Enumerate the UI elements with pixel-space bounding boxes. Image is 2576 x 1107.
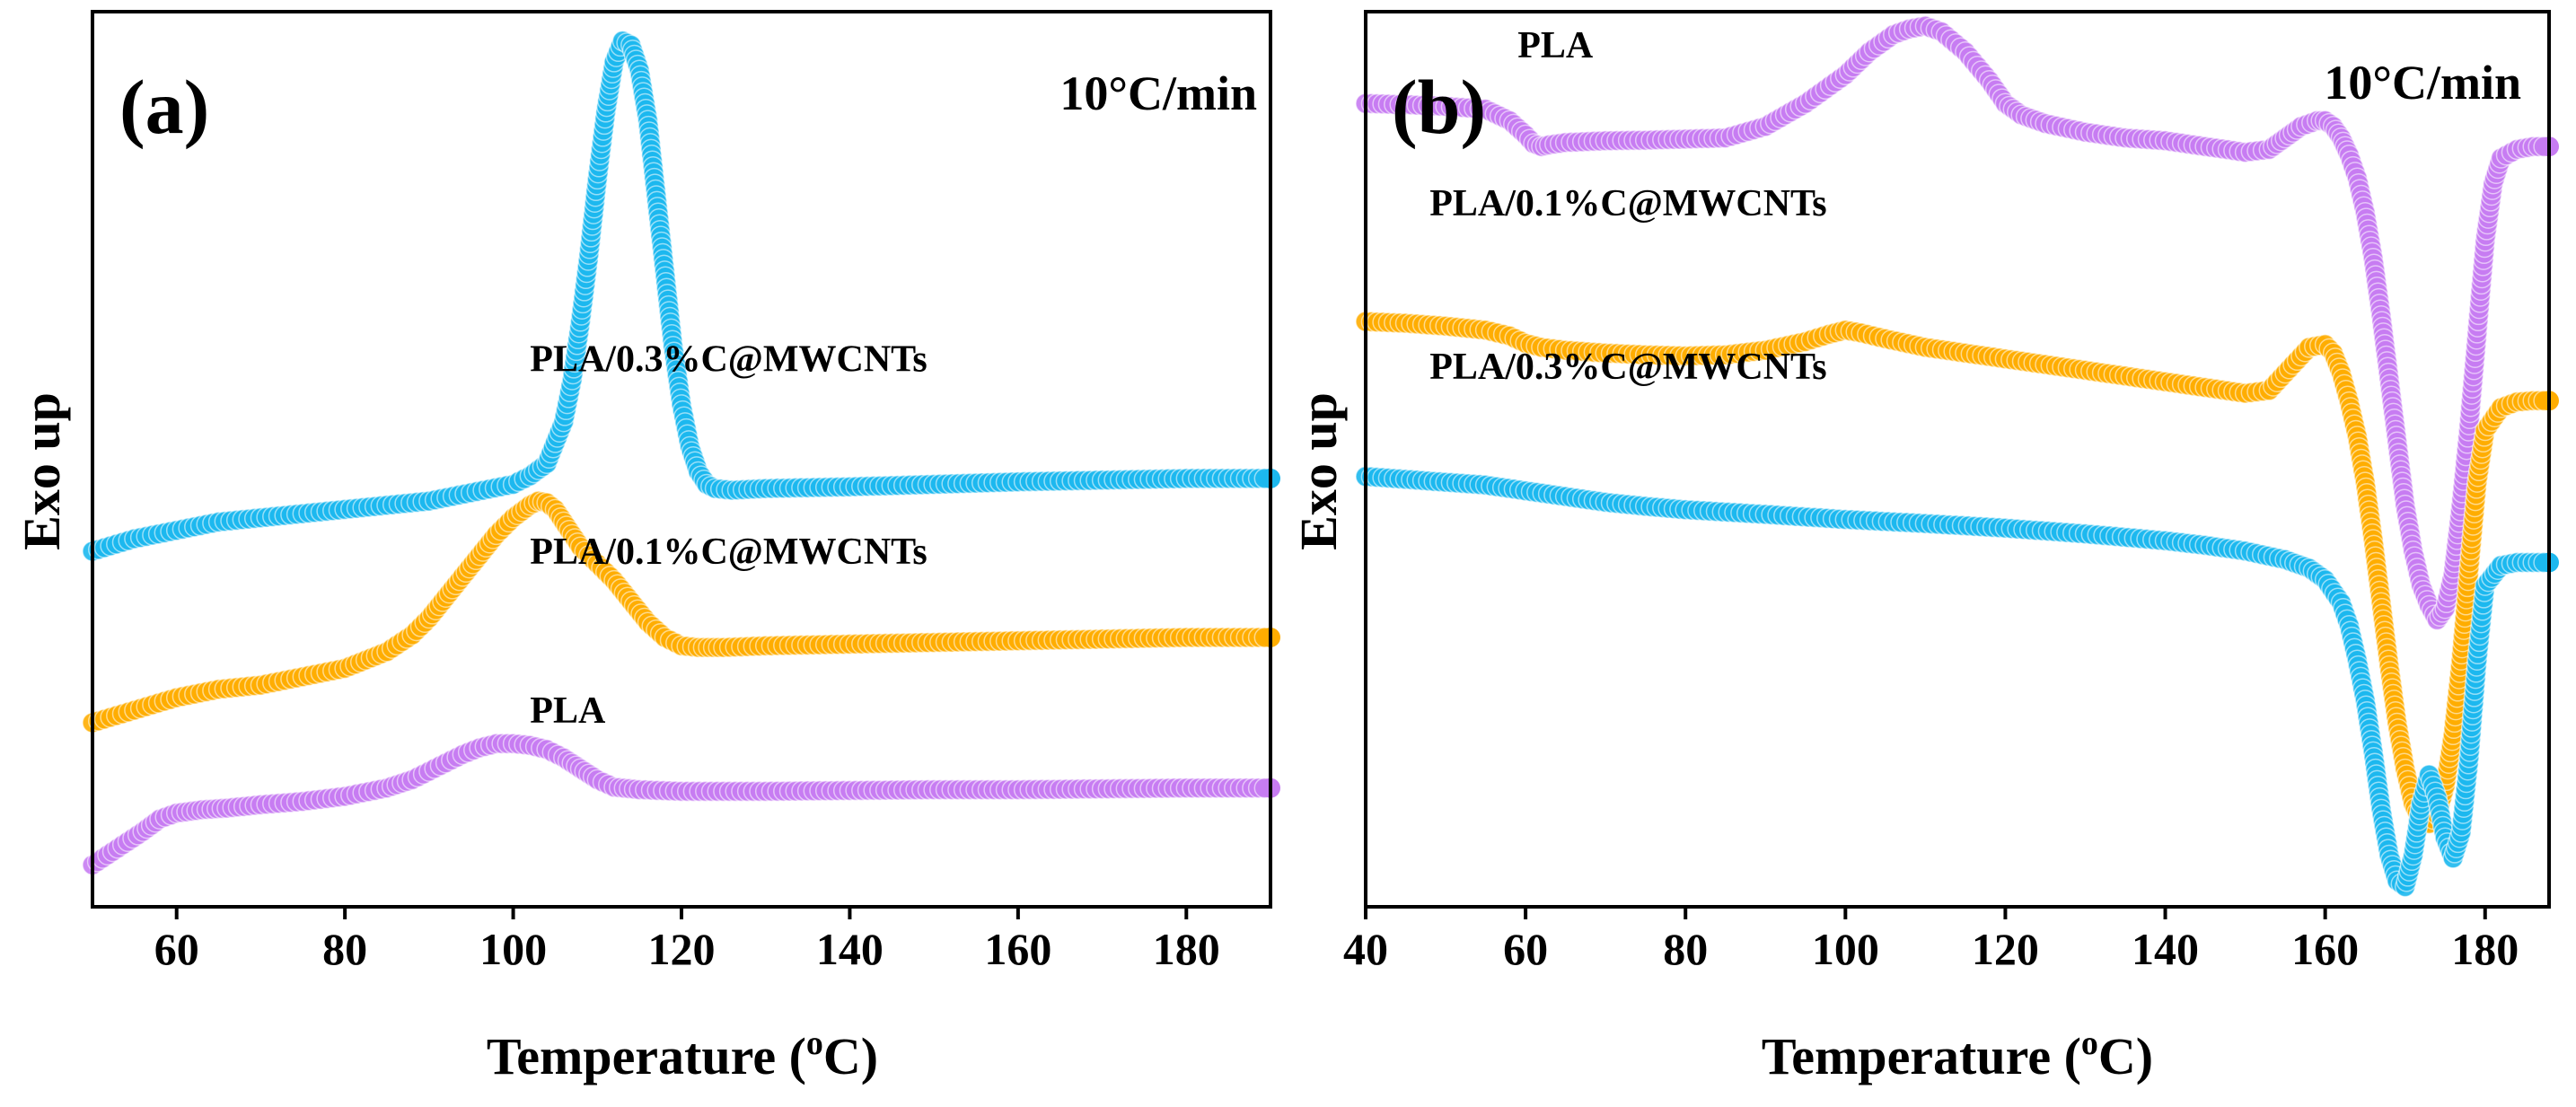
- panel-b-x-tick-label-80: 80: [1663, 924, 1708, 974]
- panel-b-rate-label: 10°C/min: [2324, 56, 2521, 110]
- panel-b-x-axis-title: Temperature (oC): [1762, 1024, 2153, 1085]
- panel-a-x-tick-label-120: 120: [648, 924, 716, 974]
- panel-a-x-axis-title: Temperature (oC): [487, 1024, 878, 1085]
- panel-a-chart: 60 80 100 120 140 160 180 PLA/0.3%C@MWCNTsPLA/…: [13, 10, 1280, 1085]
- panel-a-series-labels: PLA/0.3%C@MWCNTs PLA/0.1%C@MWCNTs PLA: [530, 339, 927, 732]
- panel-b-x-tick-label-180: 180: [2451, 924, 2519, 974]
- panel-b-x-axis-title-unit: C): [2098, 1027, 2153, 1085]
- panel-a-x-axis-title-main: Temperature (: [487, 1027, 806, 1085]
- panel-b-x-tick-label-120: 120: [1972, 924, 2039, 974]
- panel-a-x-ticks: 60 80 100 120 140 160 180: [154, 907, 1220, 974]
- panel-b-x-ticks: 40 60 80 100 120 140 160 180: [1343, 907, 2519, 974]
- panel-a-x-tick-label-160: 160: [984, 924, 1051, 974]
- panel-a-label-pla-0-1-c-mwcnts: PLA/0.1%C@MWCNTs: [530, 532, 927, 573]
- panel-b-label-pla: PLA: [1517, 25, 1594, 66]
- panel-a-letter: (a): [119, 64, 209, 150]
- panel-a-rate-label: 10°C/min: [1059, 66, 1257, 120]
- panel-b-chart: 40 60 80 100 120 140 160 180 PLA PLA/0.1%C@MWCNT…: [1289, 10, 2559, 1085]
- panel-b-x-tick-label-140: 140: [2132, 924, 2199, 974]
- panel-b-letter: (b): [1392, 64, 1486, 150]
- panel-b-label-pla-0-3-c-mwcnts: PLA/0.3%C@MWCNTs: [1429, 347, 1826, 388]
- panel-a-x-tick-label-80: 80: [322, 924, 367, 974]
- panel-a-x-tick-label-140: 140: [816, 924, 884, 974]
- panel-a-y-axis-title: Exo up: [13, 392, 71, 550]
- panel-a-series-pla-0-1-c-mwcnts: [82, 490, 1280, 734]
- panel-b-plot-frame: [1364, 10, 2551, 909]
- panel-a-series-pla-0-3-c-mwcnts: [82, 30, 1280, 562]
- panel-b-series-pla: [1355, 15, 2559, 631]
- panel-b-series-pla-0-3-c-mwcnts: [1355, 465, 2559, 898]
- panel-b-y-axis-title: Exo up: [1289, 392, 1348, 550]
- panel-a-x-tick-label-60: 60: [154, 924, 199, 974]
- panel-a-x-axis-title-degree: o: [806, 1024, 823, 1062]
- panel-a-x-tick-label-100: 100: [479, 924, 547, 974]
- panel-a-data-points: [82, 30, 1280, 876]
- panel-b-series-labels: PLA PLA/0.1%C@MWCNTs PLA/0.3%C@MWCNTs: [1429, 25, 1826, 388]
- panel-b-x-tick-label-40: 40: [1343, 924, 1388, 974]
- panel-b-data-points: [1355, 15, 2559, 898]
- panel-a-series-pla: [82, 733, 1280, 876]
- panel-a-x-axis-title-unit: C): [823, 1027, 878, 1085]
- panel-b-x-tick-label-160: 160: [2291, 924, 2359, 974]
- panel-b-x-axis-title-degree: o: [2081, 1024, 2098, 1062]
- panel-b-label-pla-0-1-c-mwcnts: PLA/0.1%C@MWCNTs: [1429, 183, 1826, 224]
- panel-b-series-pla-0-1-c-mwcnts: [1355, 311, 2559, 835]
- panel-a-label-pla: PLA: [530, 690, 606, 732]
- panel-a-x-tick-label-180: 180: [1153, 924, 1220, 974]
- panel-a-label-pla-0-3-c-mwcnts: PLA/0.3%C@MWCNTs: [530, 339, 927, 381]
- panel-b-x-axis-title-main: Temperature (: [1762, 1027, 2081, 1085]
- panel-b-x-tick-label-60: 60: [1503, 924, 1548, 974]
- panel-b-x-tick-label-100: 100: [1812, 924, 1879, 974]
- panel-a-plot-frame: [91, 10, 1272, 909]
